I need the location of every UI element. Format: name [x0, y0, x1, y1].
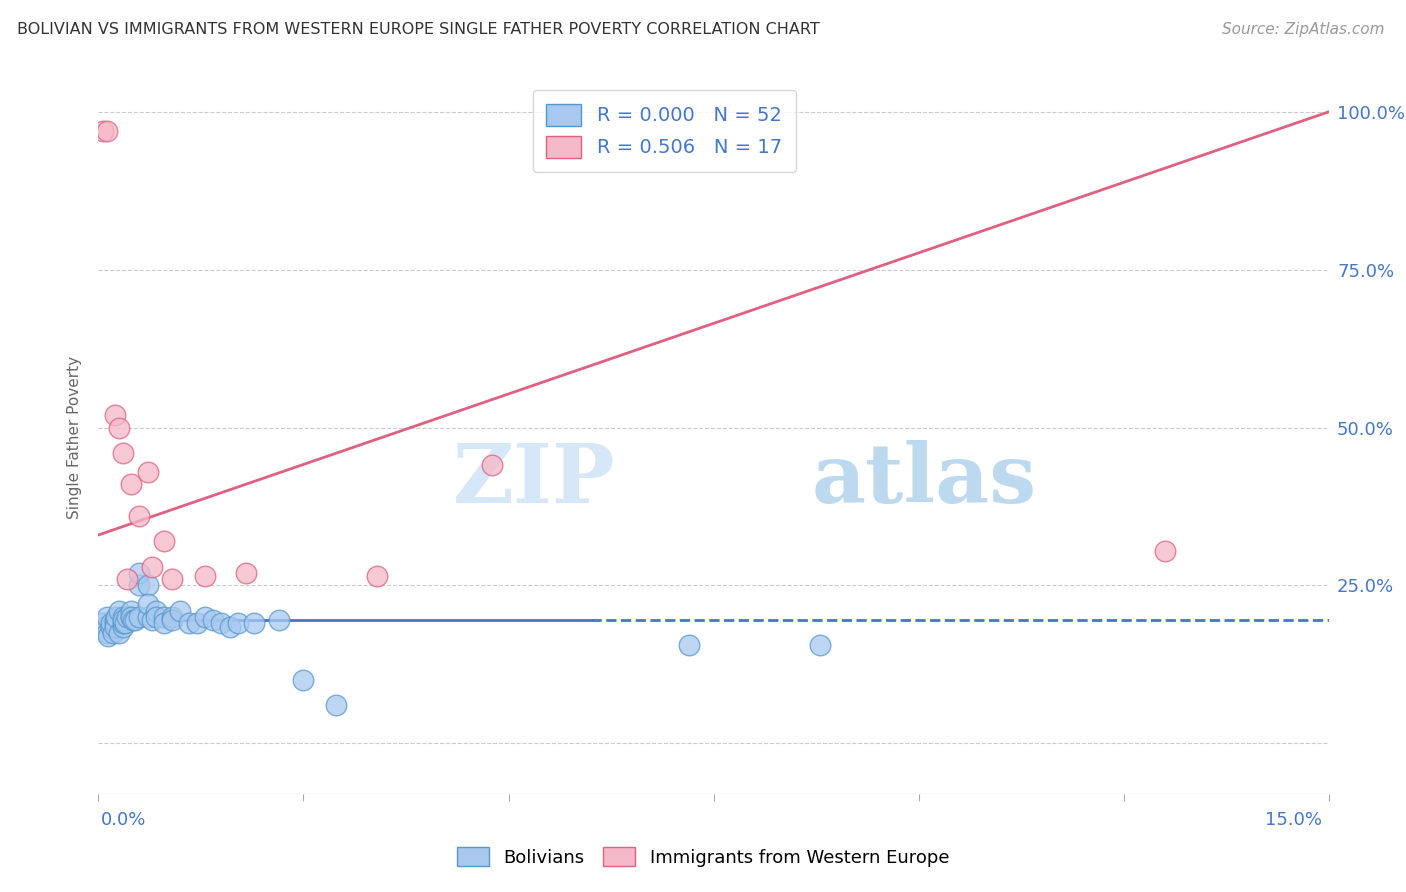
Point	[162, 572, 184, 586]
Point	[120, 477, 142, 491]
Point	[136, 610, 159, 624]
Point	[112, 610, 135, 624]
Point	[235, 566, 257, 580]
Point	[108, 625, 131, 640]
Legend: Bolivians, Immigrants from Western Europe: Bolivians, Immigrants from Western Europ…	[450, 840, 956, 874]
Point	[141, 559, 163, 574]
Point	[120, 604, 142, 618]
Point	[112, 446, 135, 460]
Point	[128, 578, 150, 592]
Point	[136, 465, 159, 479]
Text: 0.0%: 0.0%	[101, 811, 146, 829]
Point	[194, 610, 217, 624]
Point	[292, 673, 315, 688]
Point	[100, 616, 122, 631]
Point	[96, 625, 118, 640]
Point	[128, 508, 150, 523]
Point	[481, 458, 503, 473]
Point	[112, 619, 135, 633]
Point	[112, 616, 135, 631]
Point	[112, 613, 135, 627]
Text: ZIP: ZIP	[453, 440, 616, 520]
Point	[145, 610, 167, 624]
Point	[114, 616, 136, 631]
Point	[153, 534, 176, 549]
Point	[169, 604, 191, 618]
Legend: R = 0.000   N = 52, R = 0.506   N = 17: R = 0.000 N = 52, R = 0.506 N = 17	[533, 90, 796, 172]
Point	[226, 616, 249, 631]
Point	[136, 578, 159, 592]
Point	[96, 610, 118, 624]
Point	[104, 613, 127, 627]
Point	[211, 616, 233, 631]
Point	[128, 566, 150, 580]
Y-axis label: Single Father Poverty: Single Father Poverty	[67, 356, 83, 518]
Text: atlas: atlas	[813, 440, 1038, 520]
Point	[122, 613, 145, 627]
Point	[153, 616, 176, 631]
Point	[186, 616, 208, 631]
Point	[177, 616, 200, 631]
Point	[128, 610, 150, 624]
Point	[162, 610, 184, 624]
Point	[120, 610, 142, 624]
Point	[93, 619, 115, 633]
Point	[104, 408, 127, 422]
Point	[108, 420, 131, 434]
Point	[267, 613, 290, 627]
Point	[202, 613, 225, 627]
Point	[104, 619, 127, 633]
Text: BOLIVIAN VS IMMIGRANTS FROM WESTERN EUROPE SINGLE FATHER POVERTY CORRELATION CHA: BOLIVIAN VS IMMIGRANTS FROM WESTERN EURO…	[17, 22, 820, 37]
Point	[105, 610, 128, 624]
Point	[145, 604, 167, 618]
Point	[96, 124, 118, 138]
Point	[153, 610, 176, 624]
Point	[91, 124, 114, 138]
Point	[218, 619, 240, 633]
Text: 15.0%: 15.0%	[1264, 811, 1322, 829]
Point	[162, 613, 184, 627]
Point	[108, 604, 131, 618]
Point	[120, 610, 142, 624]
Point	[1153, 543, 1175, 558]
Point	[141, 613, 163, 627]
Point	[136, 598, 159, 612]
Point	[97, 629, 120, 643]
Point	[124, 613, 146, 627]
Point	[678, 639, 700, 653]
Point	[115, 610, 138, 624]
Point	[808, 639, 831, 653]
Point	[115, 572, 138, 586]
Point	[194, 569, 217, 583]
Point	[243, 616, 266, 631]
Text: Source: ZipAtlas.com: Source: ZipAtlas.com	[1222, 22, 1385, 37]
Point	[100, 619, 122, 633]
Point	[91, 616, 114, 631]
Point	[325, 698, 347, 713]
Point	[103, 625, 125, 640]
Point	[104, 616, 127, 631]
Point	[366, 569, 388, 583]
